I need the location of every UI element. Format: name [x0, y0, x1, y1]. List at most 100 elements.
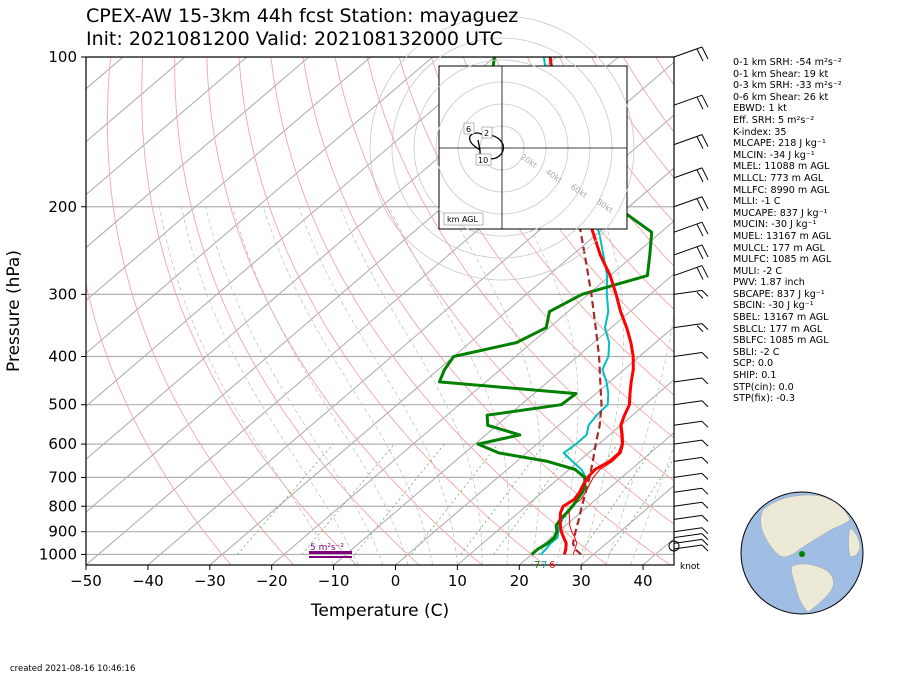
wind-barb-flag: [701, 420, 709, 428]
wind-barb-flag: [701, 377, 709, 385]
north-america-land: [760, 494, 851, 557]
parameter-line: MUCIN: -30 J kg⁻¹: [733, 219, 817, 231]
temperature-profile: [548, 57, 635, 555]
wind-barb: [673, 420, 709, 428]
wind-barb-flag: [696, 291, 704, 299]
parameter-line: STP(fix): -0.3: [733, 393, 795, 405]
created-timestamp: created 2021-08-16 10:46:16: [10, 664, 136, 674]
wind-barb: [673, 352, 709, 359]
wind-barb-flag: [701, 323, 709, 331]
moist-adiabat: [630, 445, 674, 565]
dry-adiabat: [366, 57, 674, 482]
wind-barb-flag: [701, 439, 709, 447]
wind-barb-flag: [696, 325, 704, 333]
moist-adiabat: [339, 206, 483, 565]
wind-barb-flag: [701, 289, 709, 297]
y-tick-label: 900: [48, 523, 77, 541]
wind-barb-staff: [673, 487, 703, 493]
parameter-line: MLEL: 11088 m AGL: [733, 161, 830, 173]
isotherm--120: [86, 57, 248, 196]
moist-adiabat: [447, 206, 541, 565]
mixing-ratio-line: [411, 443, 499, 555]
parameter-line: 0-1 km SRH: -54 m²s⁻²: [733, 57, 842, 68]
x-tick-label: 30: [572, 572, 591, 590]
parameter-line: MUEL: 13167 m AGL: [733, 230, 832, 242]
x-axis-label: Temperature (C): [310, 601, 449, 621]
dry-adiabat: [238, 57, 545, 565]
surface-wetbulb-label: 7: [541, 560, 547, 571]
x-tick-label: −20: [256, 572, 288, 590]
hodo-height-label-2: 2: [484, 129, 489, 138]
surface-dewpoint-label: 7: [534, 560, 540, 571]
wind-barb-flag: [701, 487, 709, 495]
y-tick-label: 300: [48, 285, 77, 303]
bulk-shear-bar: [309, 551, 352, 554]
dry-adiabat: [86, 282, 232, 565]
dry-adiabat: [107, 57, 295, 565]
dry-adiabat: [526, 57, 674, 267]
parameter-line: PWV: 1.87 inch: [733, 277, 805, 289]
moist-adiabat: [181, 206, 359, 565]
wind-barb: [673, 514, 709, 522]
wind-barb-flag: [701, 46, 709, 60]
wind-barb-flag: [696, 96, 704, 110]
isotherm--40: [147, 114, 674, 565]
dry-adiabat: [141, 57, 357, 565]
isotherm--110: [86, 57, 310, 249]
isotherm--100: [86, 57, 372, 302]
wind-barb: [673, 527, 709, 535]
dry-adiabat: [430, 57, 674, 396]
parameter-line: MULCL: 177 m AGL: [733, 242, 825, 254]
mixing-ratio-line: [354, 443, 445, 555]
wind-barb-staff: [673, 244, 703, 256]
wind-barb: [673, 377, 709, 385]
wind-barb-flag: [701, 539, 709, 546]
parameter-line: MLLCL: 773 m AGL: [733, 172, 824, 184]
wind-barb: [673, 46, 709, 62]
wind-barb: [673, 196, 709, 211]
wind-barb-flag: [701, 134, 709, 147]
wind-barb-staff: [673, 538, 703, 544]
wind-unit-label: knot: [680, 562, 700, 572]
parameter-line: SBEL: 13167 m AGL: [733, 312, 829, 324]
moist-adiabat: [298, 206, 458, 565]
surface-temperature-label: 6: [549, 560, 555, 571]
parameter-line: 0-3 km SRH: -33 m²s⁻²: [733, 80, 842, 92]
wind-barb-staff: [673, 439, 703, 445]
parameter-line: MULI: -2 C: [733, 265, 783, 277]
x-tick-label: 0: [391, 572, 401, 590]
dry-adiabat: [174, 57, 420, 565]
wind-barb-staff: [673, 94, 703, 106]
hodo-footer-label: km AGL: [447, 215, 479, 224]
wind-barb-staff: [673, 167, 703, 179]
wind-barb: [673, 456, 709, 464]
wind-barb-flag: [696, 267, 704, 280]
mixing-ratio-line: [301, 443, 395, 555]
isotherm-20: [518, 431, 674, 565]
station-marker: [799, 551, 805, 557]
wind-barb-flag: [696, 223, 704, 237]
wind-barb: [673, 94, 709, 110]
wind-barb: [673, 323, 709, 333]
parameter-line: SCP: 0.0: [733, 358, 774, 370]
x-tick-label: −50: [70, 572, 102, 590]
south-america-land: [791, 563, 834, 613]
y-tick-label: 700: [48, 468, 77, 486]
isotherm--20: [271, 220, 674, 565]
parameter-line: Eff. SRH: 5 m²s⁻²: [733, 114, 815, 126]
moist-adiabat: [232, 206, 409, 565]
y-tick-label: 200: [48, 198, 77, 216]
wind-barb: [673, 400, 709, 408]
parameter-line: MLLFC: 8990 m AGL: [733, 184, 830, 196]
wind-barb: [673, 134, 709, 149]
wind-barb-staff: [673, 533, 703, 539]
x-tick-label: −10: [318, 572, 350, 590]
wind-barb-staff: [673, 221, 703, 233]
chart-title: CPEX-AW 15-3km 44h fcst Station: mayague…: [86, 5, 519, 27]
wind-barb: [673, 289, 709, 299]
wind-barb: [673, 221, 709, 237]
moist-adiabat: [159, 206, 334, 565]
wind-barb: [673, 439, 709, 447]
y-tick-label: 1000: [39, 545, 77, 563]
wind-barb-staff: [673, 196, 703, 208]
